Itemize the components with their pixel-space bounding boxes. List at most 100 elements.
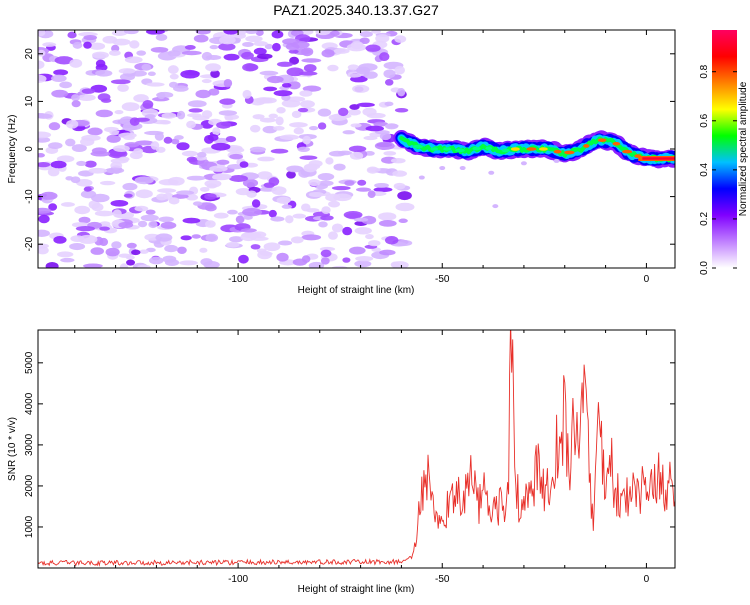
spectrogram-x-ticks: -100 -50 0 bbox=[74, 30, 650, 285]
noise-blob bbox=[216, 121, 232, 129]
noise-blob bbox=[91, 203, 104, 212]
noise-blob bbox=[390, 261, 400, 268]
noise-blob bbox=[50, 160, 67, 169]
noise-blob bbox=[83, 41, 92, 49]
noise-blob bbox=[218, 43, 236, 51]
noise-blob bbox=[344, 180, 355, 186]
noise-blob bbox=[257, 250, 272, 260]
noise-blob bbox=[301, 47, 314, 57]
colorbar-ticks: 0.0 0.2 0.4 0.6 0.8 bbox=[699, 64, 737, 275]
noise-blob bbox=[176, 110, 186, 120]
noise-blob bbox=[38, 30, 46, 37]
noise-blob bbox=[187, 100, 207, 108]
signal-peak bbox=[485, 146, 493, 151]
noise-blob bbox=[186, 156, 198, 163]
spectrogram-x-tick-label: -100 bbox=[228, 274, 248, 285]
snr-x-tick-label: -50 bbox=[435, 574, 450, 585]
snr-x-ticks: -100 -50 0 bbox=[74, 330, 650, 585]
noise-blob bbox=[293, 127, 304, 135]
noise-blob bbox=[176, 190, 195, 196]
noise-blob bbox=[213, 212, 229, 219]
snr-y-tick-label: 2000 bbox=[24, 474, 35, 497]
noise-blob bbox=[374, 182, 389, 188]
noise-blob bbox=[188, 108, 203, 113]
signal-spur bbox=[492, 204, 499, 209]
signal-spur bbox=[459, 166, 466, 171]
colorbar-tick-label: 0.0 bbox=[699, 261, 710, 275]
noise-blob bbox=[229, 174, 248, 182]
noise-blob bbox=[245, 35, 263, 43]
noise-blob bbox=[205, 63, 222, 72]
noise-blob bbox=[70, 176, 81, 184]
noise-blob bbox=[320, 215, 334, 221]
noise-blob bbox=[266, 75, 284, 84]
noise-blob bbox=[212, 127, 221, 136]
noise-blob bbox=[210, 69, 220, 78]
signal-spur bbox=[418, 175, 425, 180]
noise-blob bbox=[76, 160, 87, 167]
noise-blob bbox=[38, 214, 50, 224]
signal-peak bbox=[553, 149, 562, 154]
noise-blob bbox=[134, 176, 154, 185]
spectrogram-y-ticks: -20 -10 0 10 20 bbox=[24, 48, 675, 251]
noise-blob bbox=[48, 122, 61, 131]
noise-blob bbox=[249, 124, 261, 133]
noise-blob bbox=[117, 83, 129, 92]
noise-blob bbox=[393, 182, 406, 190]
noise-blob bbox=[276, 196, 291, 204]
noise-blob bbox=[286, 96, 306, 102]
snr-y-tick-label: 5000 bbox=[24, 351, 35, 374]
noise-blob bbox=[78, 216, 91, 224]
noise-blob bbox=[367, 167, 381, 172]
noise-blob bbox=[278, 240, 293, 246]
spectrogram-x-tick-label: 0 bbox=[644, 274, 650, 285]
noise-blob bbox=[384, 101, 394, 107]
noise-blob bbox=[331, 265, 348, 268]
noise-blob bbox=[99, 221, 111, 227]
noise-blob bbox=[45, 261, 59, 268]
noise-blob bbox=[212, 173, 232, 180]
noise-blob bbox=[150, 141, 160, 150]
noise-blob bbox=[289, 56, 300, 65]
noise-blob bbox=[327, 64, 339, 72]
noise-blob bbox=[51, 89, 69, 98]
noise-blob bbox=[59, 81, 73, 89]
noise-blob bbox=[191, 234, 201, 239]
noise-blob bbox=[126, 242, 137, 249]
signal-spur bbox=[553, 158, 560, 163]
noise-blob bbox=[193, 34, 209, 43]
colorbar-tick-label: 0.8 bbox=[699, 64, 710, 78]
noise-blob bbox=[348, 108, 361, 116]
noise-blob bbox=[91, 147, 107, 155]
noise-blob bbox=[253, 41, 268, 47]
noise-blob bbox=[250, 244, 261, 250]
spectrogram-y-tick-label: -10 bbox=[24, 189, 35, 204]
noise-blob bbox=[242, 63, 258, 72]
noise-blob bbox=[297, 107, 309, 113]
noise-blob bbox=[375, 130, 390, 135]
noise-blob bbox=[119, 263, 129, 268]
spectrogram-x-tick-label: -50 bbox=[435, 274, 450, 285]
noise-blob bbox=[357, 179, 367, 186]
noise-blob bbox=[110, 200, 129, 207]
noise-blob bbox=[349, 151, 364, 160]
noise-blob bbox=[250, 236, 269, 241]
noise-blob bbox=[216, 159, 230, 165]
noise-blob bbox=[208, 88, 220, 96]
noise-blob bbox=[180, 235, 192, 241]
noise-blob bbox=[155, 33, 168, 41]
noise-blob bbox=[229, 236, 244, 243]
noise-blob bbox=[365, 44, 381, 52]
noise-blob bbox=[291, 41, 310, 49]
noise-blob bbox=[163, 136, 173, 144]
noise-blob bbox=[69, 243, 86, 251]
noise-blob bbox=[167, 65, 179, 74]
noise-blob bbox=[51, 74, 67, 83]
noise-blob bbox=[84, 160, 97, 168]
noise-blob bbox=[38, 207, 52, 214]
noise-blob bbox=[276, 107, 286, 114]
noise-blob bbox=[318, 221, 328, 228]
noise-blob bbox=[318, 180, 334, 187]
noise-blob bbox=[354, 260, 372, 268]
noise-blob bbox=[211, 142, 231, 151]
